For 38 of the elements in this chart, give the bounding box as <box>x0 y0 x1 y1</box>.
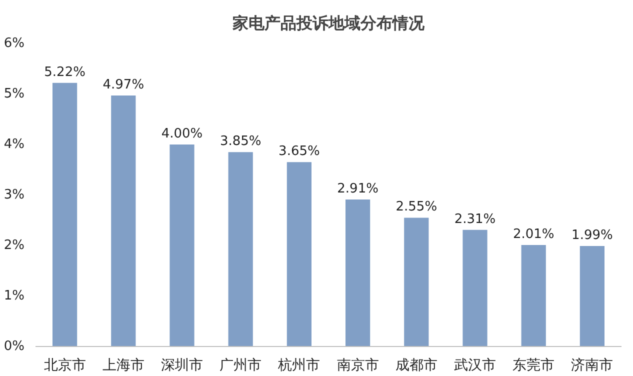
x-tick-label: 武汉市 <box>454 358 496 374</box>
data-label: 3.85% <box>220 134 262 150</box>
x-tick-label: 南京市 <box>336 358 379 374</box>
chart-title: 家电产品投诉地域分布情况 <box>232 14 426 32</box>
bar <box>111 96 136 346</box>
data-label: 2.91% <box>337 182 378 197</box>
x-tick-label: 广州市 <box>220 358 262 374</box>
bar <box>52 82 78 346</box>
y-tick-label: 6% <box>4 36 24 51</box>
y-tick-label: 2% <box>4 238 24 253</box>
bar <box>580 246 605 346</box>
data-label: 4.00% <box>161 126 203 142</box>
data-label: 4.97% <box>102 78 144 93</box>
data-label: 5.22% <box>44 64 86 80</box>
y-tick-label: 1% <box>4 288 24 304</box>
bar <box>521 244 546 346</box>
x-tick-label: 东莞市 <box>512 358 555 374</box>
bar <box>345 200 370 346</box>
bar <box>170 144 194 346</box>
data-label: 2.01% <box>512 226 554 242</box>
bar <box>462 230 488 346</box>
y-tick-label: 3% <box>4 188 24 202</box>
bar <box>404 218 429 346</box>
bar <box>286 162 312 346</box>
bar <box>228 152 253 346</box>
y-tick-label: 0% <box>4 339 24 354</box>
x-tick-label: 上海市 <box>102 358 144 374</box>
y-tick-label: 5% <box>4 86 24 102</box>
x-tick-label: 北京市 <box>44 358 86 374</box>
data-label: 3.65% <box>278 144 320 160</box>
data-label: 2.55% <box>396 200 438 215</box>
data-label: 2.31% <box>454 212 496 227</box>
x-tick-label: 深圳市 <box>161 358 203 374</box>
data-label: 1.99% <box>572 228 613 244</box>
x-tick-label: 成都市 <box>395 358 438 374</box>
y-tick-label: 4% <box>4 137 24 152</box>
x-tick-label: 济南市 <box>571 358 614 374</box>
x-tick-label: 杭州市 <box>277 358 320 374</box>
